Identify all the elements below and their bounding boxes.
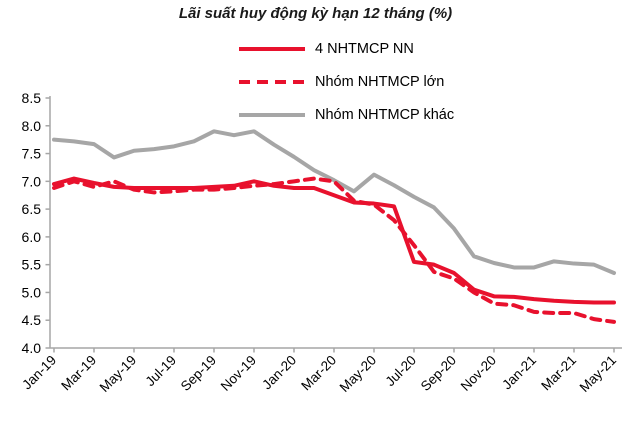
legend-item-solid-red: 4 NHTMCP NN bbox=[237, 32, 454, 65]
y-tick-label: 8.0 bbox=[22, 118, 42, 134]
legend-line-sample bbox=[239, 79, 305, 84]
x-tick-label: Mar-19 bbox=[58, 353, 99, 394]
x-tick-label: Jul-20 bbox=[383, 353, 420, 390]
y-tick-label: 6.0 bbox=[22, 229, 42, 245]
legend: 4 NHTMCP NN Nhóm NHTMCP lớn Nhóm NHTMCP … bbox=[237, 32, 454, 131]
y-tick-label: 7.5 bbox=[22, 146, 42, 162]
legend-item-dashed-red: Nhóm NHTMCP lớn bbox=[237, 65, 454, 98]
x-tick-label: Nov-20 bbox=[458, 353, 499, 394]
x-tick-label: May-20 bbox=[337, 353, 379, 395]
series-line-1 bbox=[52, 176, 616, 324]
y-tick-label: 4.0 bbox=[22, 340, 42, 356]
y-tick-label: 7.0 bbox=[22, 173, 42, 189]
x-tick-label: Jul-19 bbox=[143, 353, 180, 390]
y-tick-label: 5.0 bbox=[22, 284, 42, 300]
legend-label: 4 NHTMCP NN bbox=[315, 40, 414, 57]
x-tick-label: Jan-19 bbox=[19, 353, 59, 393]
x-tick-label: Sep-20 bbox=[418, 353, 459, 394]
y-tick-label: 8.5 bbox=[22, 90, 42, 106]
legend-label: Nhóm NHTMCP lớn bbox=[315, 73, 445, 90]
series-line-2 bbox=[52, 129, 616, 275]
x-tick-label: Nov-19 bbox=[218, 353, 259, 394]
legend-line-sample bbox=[239, 46, 305, 51]
series-line-0 bbox=[52, 176, 616, 305]
x-tick-label: Mar-20 bbox=[298, 353, 339, 394]
y-tick-label: 5.5 bbox=[22, 257, 42, 273]
legend-item-solid-gray: Nhóm NHTMCP khác bbox=[237, 98, 454, 131]
x-tick-label: Sep-19 bbox=[178, 353, 219, 394]
x-tick-label: Mar-21 bbox=[538, 353, 579, 394]
chart-title: Lãi suất huy động kỳ hạn 12 tháng (%) bbox=[178, 5, 453, 22]
x-tick-label: Jan-20 bbox=[259, 353, 299, 393]
x-tick-label: May-19 bbox=[97, 353, 139, 395]
y-tick-label: 4.5 bbox=[22, 312, 42, 328]
legend-label: Nhóm NHTMCP khác bbox=[315, 106, 455, 123]
x-tick-label: May-21 bbox=[577, 353, 619, 395]
y-tick-label: 6.5 bbox=[22, 201, 42, 217]
x-tick-label: Jan-21 bbox=[499, 353, 539, 393]
legend-line-sample bbox=[239, 112, 305, 117]
